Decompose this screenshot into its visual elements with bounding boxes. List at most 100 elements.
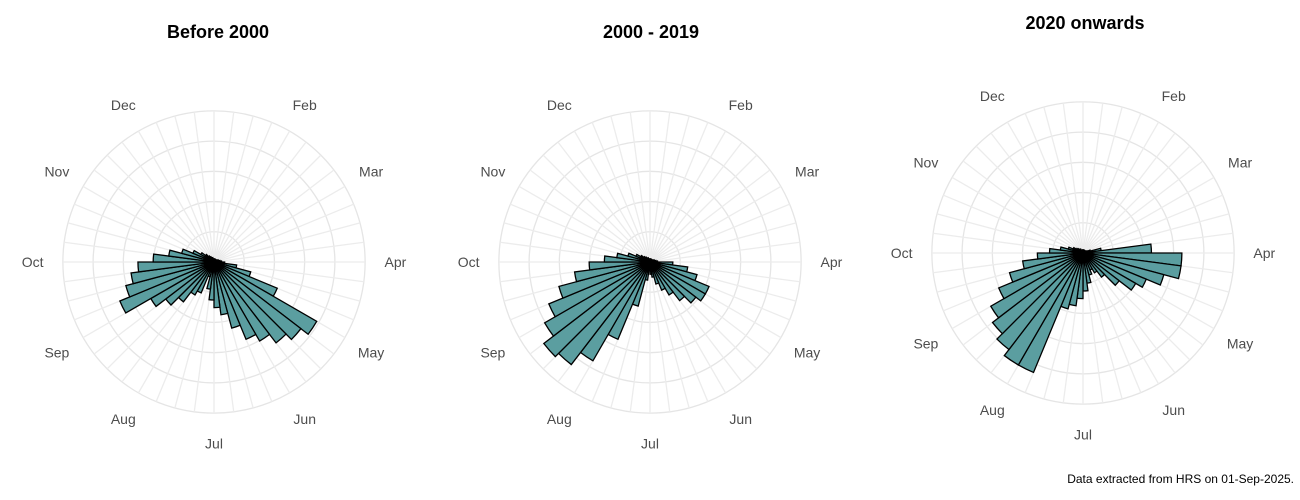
grid-spoke [193, 112, 215, 263]
month-label-jun: Jun [729, 411, 752, 427]
month-label-sep: Sep [480, 345, 505, 361]
grid-spoke [629, 261, 651, 412]
month-label-dec: Dec [980, 88, 1005, 104]
grid-spoke [1082, 113, 1142, 254]
grid-spoke [213, 169, 335, 263]
panel-title: 2000 - 2019 [603, 22, 699, 42]
bar-bin-16 [1082, 252, 1137, 291]
grid-spoke [529, 169, 651, 263]
month-label-nov: Nov [913, 154, 938, 170]
grid-spoke [557, 141, 651, 263]
bar-bin-34 [130, 261, 215, 285]
grid-spoke [629, 112, 651, 263]
bar-bin-19 [213, 261, 271, 342]
grid-spoke [1082, 121, 1160, 254]
month-label-aug: Aug [980, 402, 1005, 418]
month-labels: Feb Mar Apr May Jun Jul Aug Sep Oct Nov Dec [458, 97, 843, 451]
bar-bin-30 [991, 252, 1084, 335]
bar-bin-34 [1021, 252, 1084, 270]
grid-spoke [1082, 213, 1230, 254]
month-label-feb: Feb [293, 97, 317, 113]
grid-spoke [649, 169, 771, 263]
panel-2000-2019: 2000 - 2019 Feb Mar Apr May Jun Jul Aug Sep Oct N… [458, 22, 843, 451]
grid-spoke [649, 141, 743, 263]
bar-bin-35 [588, 261, 651, 271]
bar-bin-32 [119, 261, 215, 314]
grid-spoke [213, 241, 364, 263]
grid-spoke [1082, 176, 1215, 254]
grid-spoke [649, 112, 671, 263]
month-label-oct: Oct [891, 245, 913, 261]
month-label-oct: Oct [458, 254, 480, 270]
bar-bin-22 [213, 261, 229, 316]
month-label-may: May [358, 345, 384, 361]
grid-spoke [1082, 160, 1204, 254]
bar-bin-23 [213, 261, 221, 309]
grid-spoke [1043, 106, 1084, 254]
panel-title: 2020 onwards [1025, 13, 1144, 33]
grid-spoke [213, 112, 235, 263]
bars [119, 248, 318, 344]
grid-spoke [1024, 113, 1084, 254]
month-label-mar: Mar [359, 163, 383, 179]
grid-spoke [1082, 132, 1176, 254]
grid-spoke [649, 122, 709, 263]
month-label-oct: Oct [22, 254, 44, 270]
grid-spoke [975, 145, 1084, 254]
grid-spoke [213, 141, 307, 263]
month-label-jun: Jun [1162, 402, 1185, 418]
bar-bin-33 [558, 261, 651, 299]
grid-spoke [510, 203, 651, 263]
grid-spoke [213, 222, 361, 263]
grid-spoke [174, 115, 215, 263]
bars [989, 243, 1183, 374]
grid-spoke [213, 130, 291, 263]
grid-spoke [542, 154, 651, 263]
grid-spoke [649, 261, 671, 412]
grid-spoke [213, 185, 346, 263]
data-source-caption: Data extracted from HRS on 01-Sep-2025. [1067, 472, 1294, 486]
grid-spoke [649, 115, 690, 263]
grid-spoke [649, 130, 727, 263]
grid-spoke [106, 154, 215, 263]
bar-bin-18 [213, 261, 287, 344]
grid-spoke [1082, 252, 1160, 385]
grid-spoke [610, 115, 651, 263]
grid-spoke [155, 122, 215, 263]
month-label-sep: Sep [913, 336, 938, 352]
panel-title: Before 2000 [167, 22, 269, 42]
month-label-jun: Jun [293, 411, 316, 427]
grid-spoke [962, 160, 1084, 254]
bar-bin-35 [1036, 252, 1084, 260]
grid-spoke [943, 194, 1084, 254]
grid-spoke [82, 185, 215, 263]
grid-spoke [518, 185, 651, 263]
bar-bin-32 [547, 261, 651, 318]
bar-bin-33 [125, 261, 215, 298]
bar-bin-21 [213, 261, 242, 329]
month-label-aug: Aug [547, 411, 572, 427]
month-label-jul: Jul [205, 435, 223, 451]
month-label-apr: Apr [1253, 245, 1275, 261]
grid-spoke [1062, 103, 1084, 254]
month-label-may: May [794, 345, 820, 361]
month-label-feb: Feb [729, 97, 753, 113]
grid-spoke [1006, 121, 1084, 254]
grid-spoke [936, 213, 1084, 254]
grid-spoke [1082, 103, 1104, 254]
grid-spoke [649, 261, 690, 409]
grid-spoke [93, 169, 215, 263]
grid-spoke [649, 185, 782, 263]
bar-bin-30 [542, 261, 651, 358]
grid-spoke [1082, 194, 1223, 254]
month-label-apr: Apr [821, 254, 843, 270]
grid-spoke [951, 176, 1084, 254]
bar-bin-29 [996, 252, 1084, 351]
month-label-dec: Dec [547, 97, 572, 113]
grid-spoke [121, 141, 215, 263]
bar-bin-28 [1003, 252, 1084, 366]
bar-bin-18 [649, 261, 686, 302]
bar-bin-31 [543, 261, 651, 337]
grid-spoke [213, 122, 273, 263]
